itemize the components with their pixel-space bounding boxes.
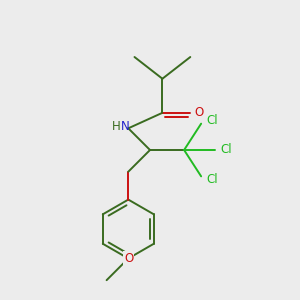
Text: H: H (112, 120, 121, 133)
Text: Cl: Cl (206, 173, 218, 186)
Text: O: O (194, 106, 204, 119)
Text: O: O (124, 252, 133, 265)
Text: Cl: Cl (206, 114, 218, 127)
Text: N: N (121, 120, 130, 133)
Text: Cl: Cl (220, 143, 232, 157)
